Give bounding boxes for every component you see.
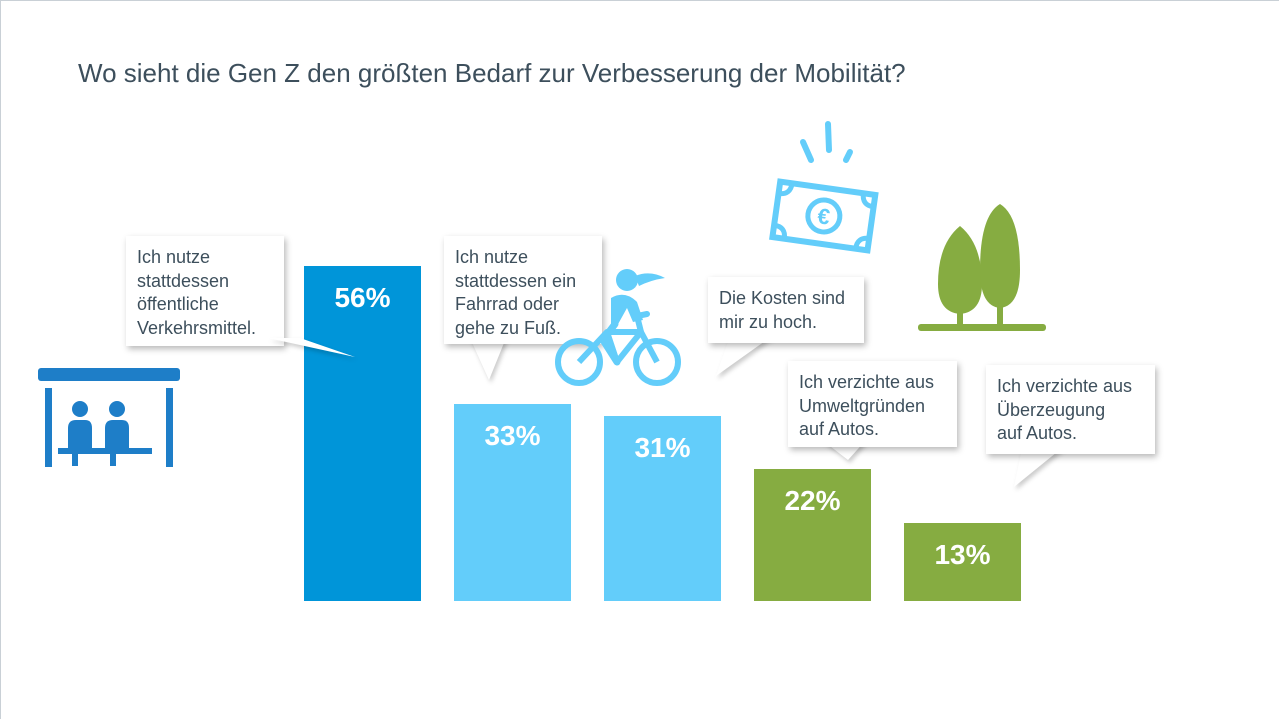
bar-value-label: 31% bbox=[634, 431, 691, 463]
callout-line: stattdessen bbox=[137, 270, 230, 291]
callout-line: auf Autos. bbox=[997, 423, 1078, 443]
callout-line: Ich nutze bbox=[455, 247, 529, 267]
bar-value-label: 56% bbox=[334, 282, 391, 313]
callout-conviction: Ich verzichte aus Überzeugung auf Autos. bbox=[986, 365, 1155, 454]
callout-line: auf Autos. bbox=[799, 419, 880, 439]
bar-environment bbox=[754, 469, 871, 601]
bar-public-transport bbox=[304, 266, 421, 601]
callout-environment: Ich verzichte aus Umweltgründen auf Auto… bbox=[788, 361, 957, 447]
callout-costs: Die Kosten sind mir zu hoch. bbox=[708, 277, 864, 343]
callout-line: Ich nutze bbox=[137, 247, 211, 267]
callout-line: Umweltgründen bbox=[799, 395, 926, 416]
callout-bike-walk: Ich nutze stattdessen ein Fahrrad oder g… bbox=[444, 236, 602, 344]
callout-line: stattdessen ein bbox=[455, 270, 577, 291]
callout-line: mir zu hoch. bbox=[719, 311, 818, 332]
bar-value-label: 13% bbox=[934, 539, 991, 571]
bar-conviction bbox=[904, 523, 1021, 601]
bar-value-label: 33% bbox=[484, 419, 541, 451]
callout-line: Überzeugung bbox=[997, 399, 1106, 420]
callout-public-transport: Ich nutze stattdessen öffentliche Verkeh… bbox=[126, 236, 284, 346]
callout-line: Ich verzichte aus bbox=[997, 376, 1133, 396]
callout-line: öffentliche bbox=[137, 294, 219, 314]
bar-costs bbox=[604, 415, 721, 601]
callout-line: Verkehrsmittel. bbox=[137, 317, 257, 338]
bar-bike-walk bbox=[454, 403, 571, 601]
callout-line: Die Kosten sind bbox=[719, 288, 846, 308]
bar-value-label: 22% bbox=[784, 485, 841, 517]
cyclist-icon bbox=[555, 269, 681, 386]
callout-line: Ich verzichte aus bbox=[799, 372, 935, 392]
euro-banknote-icon: € bbox=[769, 121, 879, 254]
callout-line: Fahrrad oder bbox=[455, 294, 560, 314]
callout-line: gehe zu Fuß. bbox=[455, 317, 562, 338]
trees-icon bbox=[918, 204, 1046, 331]
bus-stop-icon bbox=[38, 368, 180, 467]
svg-text:€: € bbox=[816, 203, 832, 229]
chart-title: Wo sieht die Gen Z den größten Bedarf zu… bbox=[78, 58, 906, 88]
